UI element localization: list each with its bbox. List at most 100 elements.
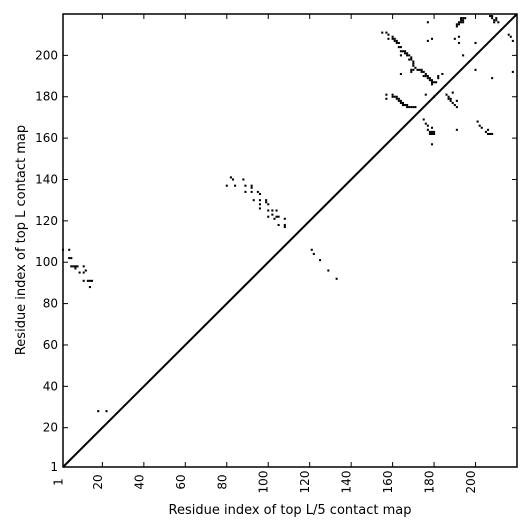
y-tick-label: 40 — [43, 379, 58, 393]
x-tick-label: 20 — [91, 474, 105, 489]
contact-point — [406, 52, 409, 55]
contact-point — [408, 54, 411, 57]
x-tick-label: 200 — [464, 471, 478, 494]
contact-point — [312, 252, 315, 255]
contact-point — [68, 248, 71, 251]
contact-point — [430, 130, 434, 133]
contact-point — [435, 81, 438, 84]
contact-point — [256, 190, 259, 193]
contact-point — [426, 124, 429, 127]
contact-point — [462, 21, 465, 24]
y-tick-label: 1 — [50, 460, 58, 474]
contact-point — [401, 101, 405, 104]
contact-point — [258, 203, 261, 206]
contact-point — [319, 259, 322, 262]
contact-point — [74, 267, 77, 270]
contact-point — [385, 31, 388, 34]
contact-point — [404, 52, 407, 55]
contact-point — [464, 17, 467, 20]
contact-point — [242, 178, 245, 181]
contact-point — [426, 77, 429, 80]
contact-point — [414, 106, 417, 109]
contact-point — [428, 77, 431, 80]
contact-point — [412, 64, 415, 67]
x-tick-label: 60 — [174, 474, 188, 489]
contact-point — [82, 279, 85, 282]
contact-point — [88, 279, 91, 282]
contact-point — [265, 201, 268, 204]
contact-point — [428, 132, 431, 136]
contact-point — [387, 33, 390, 36]
contact-point — [474, 68, 477, 71]
contact-point — [441, 72, 444, 76]
contact-point — [445, 93, 448, 96]
contact-point — [225, 184, 228, 187]
contact-point — [395, 95, 398, 98]
x-tick-label: 80 — [215, 474, 229, 489]
contact-point — [231, 178, 235, 181]
contact-point — [509, 35, 512, 38]
contact-point — [70, 265, 73, 268]
contact-point — [422, 118, 425, 121]
contact-point — [497, 21, 500, 24]
y-axis-label: Residue index of top L contact map — [14, 125, 29, 355]
contact-point — [511, 70, 514, 73]
x-tick-label: 100 — [257, 471, 271, 494]
contact-point — [404, 50, 407, 53]
contact-point — [455, 99, 458, 102]
contact-point — [478, 124, 481, 127]
contact-point — [406, 103, 409, 107]
contact-point — [387, 37, 390, 40]
contact-point — [426, 128, 429, 131]
contact-point — [447, 97, 450, 100]
contact-point — [424, 93, 427, 96]
x-tick-label: 180 — [423, 471, 437, 494]
contact-point — [449, 99, 452, 102]
contact-point — [397, 97, 400, 100]
contact-point — [426, 39, 429, 42]
contact-point — [430, 79, 434, 82]
contact-point — [90, 279, 94, 282]
contact-point — [428, 130, 431, 133]
contact-point — [277, 223, 280, 227]
contact-point — [451, 91, 454, 94]
contact-point — [410, 106, 413, 109]
contact-point — [335, 277, 338, 280]
contact-point — [385, 97, 388, 100]
contact-point — [399, 101, 402, 104]
contact-point — [395, 41, 398, 44]
contact-point — [462, 54, 465, 57]
contact-point — [511, 39, 514, 42]
contact-point — [462, 19, 465, 22]
contact-point — [449, 97, 452, 100]
contact-point — [72, 265, 75, 268]
contact-point — [495, 17, 498, 20]
contact-point — [250, 186, 253, 189]
contact-point — [265, 199, 268, 202]
contact-point — [82, 271, 85, 274]
contact-point — [395, 39, 398, 42]
contact-point — [491, 17, 494, 20]
contact-point — [234, 184, 237, 187]
contact-point — [493, 19, 496, 22]
x-tick-label: 120 — [298, 471, 312, 494]
ticks-layer: 1 20 40 60 80 100 120 140 160 180 2001204060801001… — [35, 14, 517, 493]
contact-point — [391, 95, 394, 98]
contact-point — [406, 54, 409, 57]
contact-point — [420, 68, 423, 71]
contact-point — [416, 68, 419, 71]
contact-point — [393, 37, 396, 40]
contact-point — [507, 33, 510, 36]
contact-point — [385, 93, 388, 96]
contact-point — [397, 99, 400, 102]
contact-point — [422, 70, 425, 73]
contact-point — [486, 128, 490, 131]
contact-point — [430, 132, 434, 136]
contact-point — [493, 21, 496, 24]
contact-point — [78, 271, 81, 274]
contact-point — [426, 75, 429, 78]
y-tick-label: 20 — [43, 421, 58, 435]
contact-point — [86, 279, 89, 282]
x-tick-label: 160 — [381, 471, 395, 494]
